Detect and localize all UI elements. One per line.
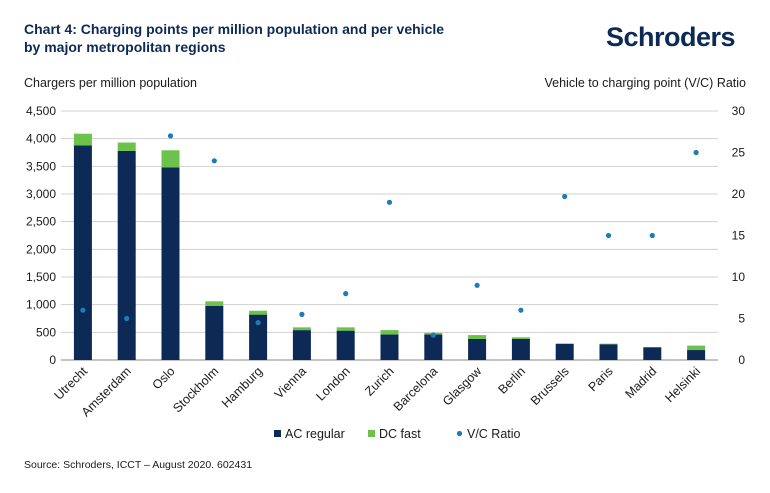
legend-swatch <box>368 430 375 437</box>
y-axis-label-right: Vehicle to charging point (V/C) Ratio <box>544 76 747 90</box>
y-tick-label: 4,500 <box>26 104 56 118</box>
source-note: Source: Schroders, ICCT – August 2020. 6… <box>24 459 253 471</box>
bar-ac-regular <box>468 338 487 360</box>
x-tick-label: Hamburg <box>219 364 265 410</box>
y-tick-label: 1,000 <box>26 298 56 312</box>
point-vc-ratio <box>430 332 436 338</box>
legend-label: AC regular <box>285 427 345 441</box>
y2-tick-label: 0 <box>738 353 745 367</box>
y2-tick-label: 15 <box>732 229 746 243</box>
x-tick-label: Paris <box>586 364 616 394</box>
point-vc-ratio <box>211 158 217 164</box>
x-tick-label: Utrecht <box>52 364 91 403</box>
bar-ac-regular <box>511 338 530 360</box>
bar-dc-fast <box>599 343 618 345</box>
bar-dc-fast <box>73 133 92 146</box>
y2-tick-label: 5 <box>738 312 745 326</box>
bar-dc-fast <box>161 150 180 168</box>
legend-dc-fast: DC fast <box>368 427 421 441</box>
bar-dc-fast <box>511 337 530 339</box>
x-tick-label: Madrid <box>622 364 659 401</box>
y2-tick-label: 30 <box>732 104 746 118</box>
point-vc-ratio <box>562 193 568 200</box>
bar-dc-fast <box>205 301 224 306</box>
bar-dc-fast <box>380 330 399 335</box>
point-vc-ratio <box>693 149 699 156</box>
x-tick-label: Berlin <box>496 364 529 397</box>
y-tick-label: 1,500 <box>26 270 56 284</box>
bar-ac-regular <box>380 334 399 360</box>
x-tick-label: Glasgow <box>440 364 485 409</box>
x-tick-label: Brussels <box>528 364 572 408</box>
bar-ac-regular <box>73 145 92 360</box>
legend-swatch <box>456 430 463 437</box>
y-tick-label: 3,000 <box>26 187 56 201</box>
legend-vc-ratio: V/C Ratio <box>456 427 521 441</box>
bar-ac-regular <box>249 314 268 360</box>
point-vc-ratio <box>649 232 655 239</box>
y-tick-label: 2,500 <box>26 215 56 229</box>
point-vc-ratio <box>80 307 86 313</box>
brand-logo: Schroders <box>606 22 736 52</box>
y-tick-label: 500 <box>36 325 56 339</box>
bar-dc-fast <box>687 345 706 351</box>
point-vc-ratio <box>605 232 612 239</box>
y-tick-label: 4,000 <box>26 132 56 146</box>
bar-dc-fast <box>336 327 355 331</box>
bars-layer <box>73 133 706 360</box>
legend-label: V/C Ratio <box>467 427 521 441</box>
bar-ac-regular <box>336 330 355 360</box>
y-tick-label: 3,500 <box>26 159 56 173</box>
point-vc-ratio <box>474 282 480 288</box>
bar-ac-regular <box>599 344 618 360</box>
y-tick-label: 2,000 <box>26 242 56 256</box>
x-tick-label: Oslo <box>150 364 178 392</box>
y2-tick-label: 10 <box>732 270 746 284</box>
bar-dc-fast <box>468 335 487 339</box>
point-vc-ratio <box>518 307 524 313</box>
x-tick-label: Vienna <box>272 364 309 401</box>
point-vc-ratio <box>386 199 393 205</box>
point-vc-ratio <box>167 133 174 139</box>
legend-label: DC fast <box>379 427 421 441</box>
point-vc-ratio <box>343 291 349 297</box>
x-tick-label: London <box>313 364 352 403</box>
y-axis-label-left: Chargers per million population <box>24 76 198 90</box>
gridlines <box>61 110 718 361</box>
bar-ac-regular <box>292 330 311 360</box>
y2-tick-label: 20 <box>732 187 746 201</box>
chart-title: Chart 4: Charging points per million pop… <box>24 21 445 55</box>
point-vc-ratio <box>299 311 305 317</box>
bar-ac-regular <box>687 350 706 360</box>
bar-ac-regular <box>555 343 574 360</box>
legend: AC regular DC fast V/C Ratio <box>274 427 521 441</box>
y-tick-label: 0 <box>49 353 56 367</box>
bar-dc-fast <box>292 327 311 331</box>
bar-dc-fast <box>249 310 268 315</box>
bar-ac-regular <box>424 334 443 360</box>
x-tick-label: Barcelona <box>391 364 441 414</box>
bar-ac-regular <box>117 150 136 360</box>
bar-ac-regular <box>643 347 662 360</box>
point-vc-ratio <box>255 320 261 326</box>
bar-ac-regular <box>161 167 180 360</box>
legend-swatch <box>274 430 281 437</box>
point-vc-ratio <box>124 315 130 322</box>
y2-tick-label: 25 <box>732 146 746 160</box>
points-layer <box>80 133 699 338</box>
bar-ac-regular <box>205 305 224 360</box>
x-tick-label: Stockholm <box>170 364 221 415</box>
x-tick-label: Helsinki <box>662 364 703 405</box>
bar-dc-fast <box>555 343 574 344</box>
legend-ac-regular: AC regular <box>274 427 345 441</box>
bar-dc-fast <box>117 142 136 151</box>
x-tick-label: Zurich <box>362 364 396 398</box>
